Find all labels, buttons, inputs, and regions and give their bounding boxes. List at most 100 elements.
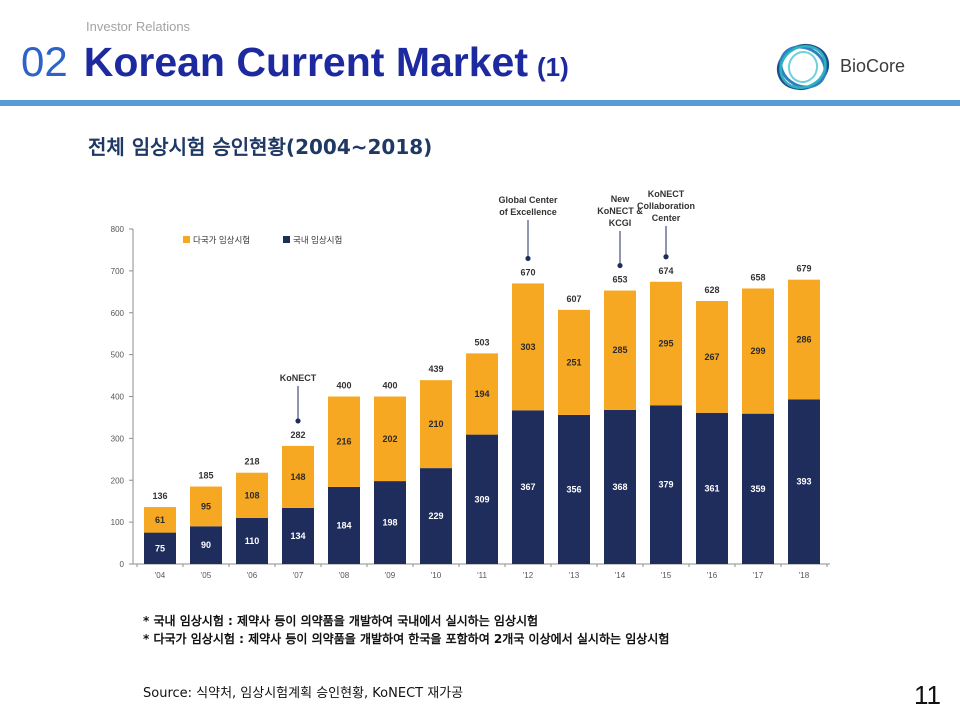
data-label-domestic: 356 [566, 484, 581, 494]
data-label-multinational: 303 [520, 342, 535, 352]
bar-segment-domestic [650, 405, 682, 564]
y-tick-label: 100 [111, 518, 125, 527]
x-tick-label: '12 [523, 571, 534, 580]
header-divider [0, 100, 960, 106]
data-label-total: 653 [612, 275, 627, 285]
bar-segment-multinational [788, 279, 820, 400]
bar-segment-multinational [190, 486, 222, 527]
data-label-multinational: 295 [658, 339, 673, 349]
data-label-multinational: 210 [428, 419, 443, 429]
data-label-domestic: 110 [245, 536, 260, 546]
bar-segment-multinational [696, 301, 728, 413]
source-note: Source: 식약처, 임상시험계획 승인현황, KoNECT 재가공 [143, 686, 464, 701]
data-label-multinational: 286 [796, 335, 811, 345]
data-label-total: 136 [152, 491, 167, 501]
bar-segment-multinational [650, 281, 682, 406]
page-title: 02 Korean Current Market (1) [21, 41, 569, 85]
footnote-domestic: * 국내 임상시험 : 제약사 등이 의약품을 개발하여 국내에서 실시하는 임… [143, 614, 539, 628]
data-label-total: 607 [566, 294, 581, 304]
biocore-logo: BioCore [772, 38, 922, 96]
annotation-label: KCGI [609, 218, 632, 228]
bar-segment-multinational [374, 396, 406, 482]
annotation-label: New [611, 194, 631, 204]
title-part-number: (1) [537, 52, 569, 82]
y-tick-label: 0 [120, 560, 125, 569]
bar-segment-multinational [558, 309, 590, 415]
data-label-total: 674 [658, 266, 673, 276]
data-label-total: 218 [244, 457, 259, 467]
data-label-multinational: 95 [201, 501, 211, 511]
data-label-multinational: 148 [290, 472, 305, 482]
x-tick-label: '07 [293, 571, 304, 580]
y-tick-label: 500 [111, 351, 125, 360]
bar-segment-multinational [604, 290, 636, 410]
y-tick-label: 200 [111, 476, 125, 485]
data-label-domestic: 368 [612, 482, 627, 492]
data-label-total: 670 [520, 267, 535, 277]
legend-swatch-multinational [183, 236, 190, 243]
bar-segment-domestic [374, 481, 406, 564]
legend-swatch-domestic [283, 236, 290, 243]
annotation-dot [525, 255, 531, 262]
x-tick-label: '10 [431, 571, 442, 580]
bar-segment-domestic [742, 413, 774, 564]
y-tick-label: 800 [111, 225, 125, 234]
bar-segment-multinational [144, 507, 176, 533]
section-number: 02 [21, 38, 68, 85]
bar-segment-domestic [604, 409, 636, 564]
data-label-domestic: 229 [428, 511, 443, 521]
annotation-label: Global Center [498, 195, 558, 205]
bar-segment-multinational [742, 288, 774, 414]
data-label-multinational: 285 [612, 345, 627, 355]
legend-label-multinational: 다국가 임상시험 [193, 235, 250, 245]
bar-segment-domestic [696, 412, 728, 564]
data-label-total: 400 [382, 381, 397, 391]
annotation-dot [617, 262, 623, 269]
legend-label-domestic: 국내 임상시험 [293, 235, 342, 245]
data-label-domestic: 198 [382, 518, 397, 528]
data-label-total: 282 [290, 430, 305, 440]
clinical-trials-chart: 0 100 200 300 400 500 600 700 800 75 61 136 '04 90 95 1… [100, 185, 840, 590]
bar-segment-multinational [466, 353, 498, 435]
data-label-multinational: 108 [244, 490, 259, 500]
bar-segment-domestic [466, 434, 498, 564]
data-label-domestic: 90 [201, 540, 211, 550]
y-tick-label: 300 [111, 434, 125, 443]
data-label-multinational: 251 [566, 357, 581, 367]
annotation-label: Collaboration [637, 201, 695, 211]
bar-segment-multinational [236, 472, 268, 518]
x-tick-label: '14 [615, 571, 626, 580]
footnote-multinational: * 다국가 임상시험 : 제약사 등이 의약품을 개발하여 한국을 포함하여 2… [143, 632, 670, 646]
x-tick-label: '06 [247, 571, 258, 580]
chart-canvas: 0 100 200 300 400 500 600 700 800 75 61 136 '04 90 95 1… [111, 189, 830, 580]
bar-segment-domestic [328, 486, 360, 564]
annotation-label: KoNECT & [597, 206, 643, 216]
annotation-label: of Excellence [499, 207, 557, 217]
chart-heading: 전체 임상시험 승인현황(2004~2018) [88, 135, 433, 159]
data-label-domestic: 309 [474, 494, 489, 504]
data-label-total: 628 [704, 285, 719, 295]
bar-segment-multinational [512, 283, 544, 411]
data-label-multinational: 194 [474, 389, 489, 399]
bar-segment-domestic [420, 468, 452, 564]
data-label-multinational: 216 [336, 437, 351, 447]
annotation-dot [663, 254, 669, 260]
biocore-rings-icon [776, 43, 830, 91]
data-label-multinational: 267 [704, 352, 719, 362]
bar-segment-domestic [236, 517, 268, 564]
data-label-total: 658 [750, 272, 765, 282]
bar-segment-domestic [282, 507, 314, 564]
y-tick-label: 400 [111, 393, 125, 402]
bar-segment-multinational [282, 445, 314, 508]
bar-segment-domestic [558, 414, 590, 564]
bar-segment-domestic [144, 532, 176, 564]
x-tick-label: '08 [339, 571, 350, 580]
data-label-total: 185 [198, 471, 213, 481]
annotation-dot [295, 418, 301, 424]
x-tick-label: '17 [753, 571, 764, 580]
y-tick-label: 600 [111, 309, 125, 318]
logo-wordmark: BioCore [840, 56, 906, 76]
section-label: Investor Relations [86, 19, 191, 34]
annotation-label: KoNECT [648, 189, 685, 199]
